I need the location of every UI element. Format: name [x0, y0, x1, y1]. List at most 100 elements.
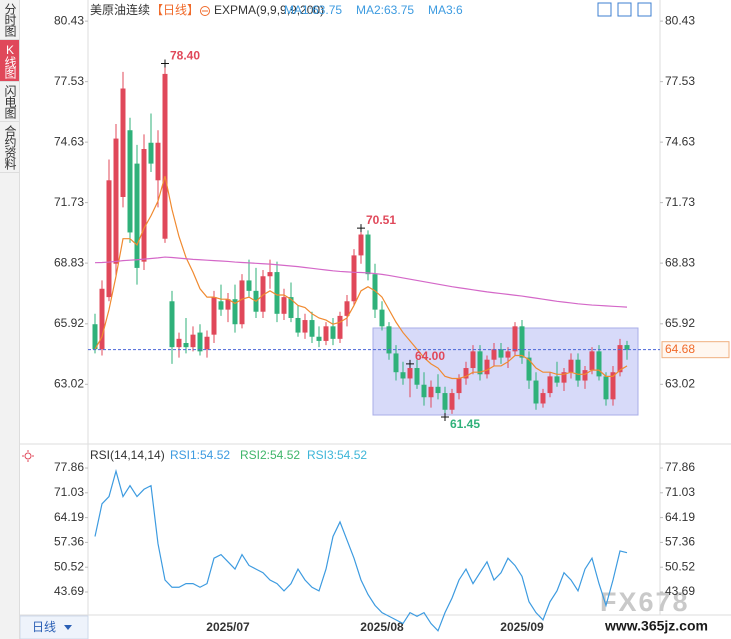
candle-body: [295, 317, 301, 333]
candle-body: [428, 386, 434, 398]
line-series: [94, 256, 628, 308]
y-tick-label: 80.43: [54, 13, 84, 27]
candle-body: [449, 393, 455, 410]
line-series: [94, 175, 628, 380]
candle-body: [547, 376, 553, 394]
candle-body: [407, 368, 413, 379]
candle-body: [225, 299, 231, 310]
legend-entry: MA1:63.75: [284, 3, 342, 17]
candle-body: [148, 142, 154, 164]
y-tick-label: 77.53: [665, 74, 695, 88]
y-tick-label: 71.03: [54, 485, 84, 499]
legend-entry: RSI3:54.52: [307, 448, 367, 462]
extreme-marker: [357, 224, 365, 233]
extreme-marker: [161, 59, 169, 68]
sidebar: 分时图 K线图 闪电图 合约资料: [0, 0, 20, 639]
candle-body: [512, 326, 518, 352]
candle-body: [596, 351, 602, 377]
extreme-label: 78.40: [170, 49, 200, 63]
candle-body: [498, 349, 504, 358]
candle-body: [491, 349, 497, 360]
legend-entry: RSI1:54.52: [170, 448, 230, 462]
candle-body: [554, 376, 560, 383]
candle-body: [351, 255, 357, 302]
candle-body: [176, 338, 182, 348]
sidebar-tab[interactable]: 分时图: [0, 0, 19, 40]
candle-body: [421, 384, 427, 398]
candle-body: [274, 272, 280, 314]
candle-body: [400, 372, 406, 379]
candle-body: [120, 88, 126, 197]
candle-body: [477, 351, 483, 375]
candle-body: [365, 234, 371, 275]
extreme-marker: [406, 359, 414, 368]
y-tick-label: 50.52: [54, 559, 84, 573]
y-tick-label: 74.63: [665, 134, 695, 148]
y-tick-label: 63.02: [54, 376, 84, 390]
last-price-box: [661, 341, 730, 359]
candle-body: [330, 326, 336, 339]
sidebar-tab[interactable]: 闪电图: [0, 82, 19, 122]
candle-body: [568, 359, 574, 373]
legend-entry: MA3:6: [428, 3, 463, 17]
x-tick-label: 2025/08: [360, 620, 404, 634]
zoom-icon[interactable]: [637, 2, 652, 17]
candle-body: [617, 345, 623, 373]
period-button-label[interactable]: 日线: [32, 620, 56, 634]
rsi-icon: [22, 450, 34, 462]
candle-body: [386, 326, 392, 354]
x-tick-label: 2025/07: [206, 620, 250, 634]
y-tick-label: 68.83: [54, 255, 84, 269]
zoom-icon[interactable]: [597, 2, 612, 17]
candle-body: [540, 393, 546, 404]
y-tick-label: 71.03: [665, 485, 695, 499]
candle-body: [463, 368, 469, 379]
y-tick-label: 64.19: [54, 510, 84, 524]
y-tick-label: 43.69: [665, 584, 695, 598]
zoom-icon[interactable]: [617, 2, 632, 17]
line-series: [94, 468, 628, 632]
candle-body: [316, 336, 322, 341]
rsi-icon: [22, 450, 34, 462]
y-tick-label: 77.86: [665, 460, 695, 474]
dropdown-arrow: [64, 625, 72, 630]
candle-body: [218, 301, 224, 310]
period: 【日线】: [151, 3, 199, 17]
rsi-icon: [24, 452, 32, 460]
candle-body: [484, 359, 490, 375]
y-tick-label: 64.19: [665, 510, 695, 524]
candle-body: [470, 351, 476, 369]
candle-body: [533, 380, 539, 404]
rsi-title: RSI(14,14,14): [90, 448, 165, 462]
sidebar-tab[interactable]: 合约资料: [0, 122, 19, 173]
period-button[interactable]: [19, 615, 89, 639]
candle-body: [127, 130, 133, 233]
candle-body: [232, 299, 238, 325]
candle-body: [211, 297, 217, 335]
candle-body: [288, 297, 294, 318]
candle-body: [106, 180, 112, 298]
extreme-label: 64.00: [415, 349, 445, 363]
candle-body: [442, 393, 448, 410]
candle-body: [435, 386, 441, 394]
candle-body: [197, 332, 203, 352]
candle-body: [155, 142, 161, 181]
candle-body: [603, 376, 609, 400]
candle-body: [519, 326, 525, 358]
chart-title: 美原油连续: [90, 2, 150, 17]
y-tick-label: 71.73: [54, 195, 84, 209]
candle-body: [323, 326, 329, 341]
y-tick-label: 68.83: [665, 255, 695, 269]
candle-body: [358, 234, 364, 256]
candle-body: [183, 343, 189, 348]
settings-icon[interactable]: [200, 6, 210, 16]
y-tick-label: 50.52: [665, 559, 695, 573]
legend-entry: RSI2:54.52: [240, 448, 300, 462]
y-tick-label: 57.36: [665, 535, 695, 549]
extreme-marker: [441, 413, 449, 422]
candle-body: [302, 320, 308, 333]
candle-body: [379, 309, 385, 327]
sidebar-tab[interactable]: K线图: [0, 40, 19, 82]
candle-body: [414, 368, 420, 385]
